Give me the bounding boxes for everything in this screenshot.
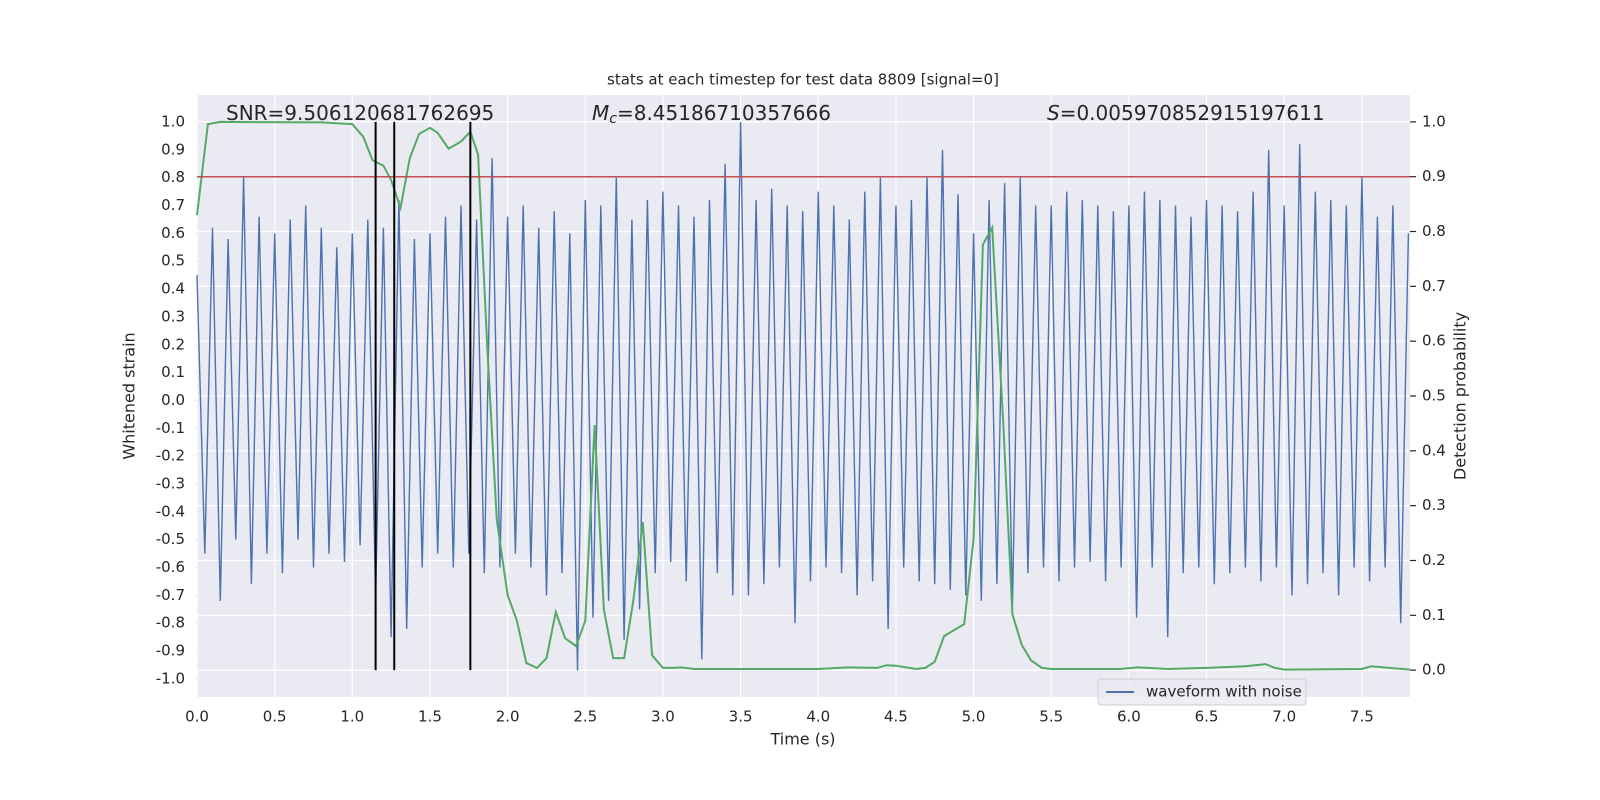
y2-tick-label: 0.4 <box>1422 441 1446 459</box>
y2-tick-label: 1.0 <box>1422 112 1446 130</box>
x-tick-label: 2.5 <box>573 708 597 726</box>
y-tick-label: 0.0 <box>161 391 185 409</box>
y-tick-label: 0.5 <box>161 252 185 270</box>
series-line <box>196 121 1410 671</box>
x-tick-label: 4.5 <box>884 708 908 726</box>
y-tick-label: 0.6 <box>161 224 185 242</box>
x-tick-label: 5.5 <box>1039 708 1063 726</box>
y2-tick-label: 0.5 <box>1422 387 1446 405</box>
x-tick-label: 0.5 <box>263 708 287 726</box>
y2-tick-label: 0.9 <box>1422 167 1446 185</box>
y-tick-label: 0.4 <box>161 280 185 298</box>
grid <box>194 95 1410 697</box>
y2-tick-label: 0.8 <box>1422 222 1446 240</box>
annotation-part: SNR=9.506120681762695 <box>226 101 494 125</box>
legend-box <box>1097 678 1307 706</box>
y-tick-label: -0.9 <box>156 642 185 660</box>
marks <box>196 120 1411 671</box>
annotation-part: =8.45186710357666 <box>617 101 831 125</box>
y2-tick-label: 0.1 <box>1422 606 1446 624</box>
y2-axis-label: Detection probability <box>1451 312 1470 480</box>
y-tick-label: -0.6 <box>156 558 185 576</box>
y-tick-label: 0.3 <box>161 307 185 325</box>
y-tick-label: 1.0 <box>161 113 185 131</box>
y-tick-label: -1.0 <box>156 669 185 687</box>
y-tick-label: 0.8 <box>161 168 185 186</box>
y-tick-label: -0.4 <box>156 502 185 520</box>
series-line <box>196 120 1411 671</box>
y-tick-label: -0.7 <box>156 586 185 604</box>
y-tick-label: -0.2 <box>156 447 185 465</box>
annotation-part: c <box>609 111 617 127</box>
x-axis-label: Time (s) <box>769 730 835 749</box>
y2-tick-label: 0.3 <box>1422 496 1446 514</box>
x-tick-label: 3.5 <box>729 708 753 726</box>
x-tick-label: 2.0 <box>496 708 520 726</box>
y2-tick-label: 0.6 <box>1422 332 1446 350</box>
x-tick-label: 4.0 <box>806 708 830 726</box>
annotation-part: M <box>592 101 609 125</box>
y2-tick-label: 0.7 <box>1422 277 1446 295</box>
annotation: Mc=8.45186710357666 <box>592 101 831 128</box>
y-tick-label: 0.1 <box>161 363 185 381</box>
annotation-part: =0.005970852915197611 <box>1060 101 1325 125</box>
y-tick-label: 0.2 <box>161 335 185 353</box>
x-tick-label: 7.5 <box>1350 708 1374 726</box>
y-tick-label: -0.3 <box>156 474 185 492</box>
annotation: SNR=9.506120681762695 <box>226 101 494 125</box>
x-tick-label: 6.5 <box>1195 708 1219 726</box>
x-tick-label: 6.0 <box>1117 708 1141 726</box>
y-tick-label: -0.5 <box>156 530 185 548</box>
y-tick-label: -0.8 <box>156 614 185 632</box>
x-tick-label: 5.0 <box>962 708 986 726</box>
x-tick-label: 1.0 <box>340 708 364 726</box>
chart-title: stats at each timestep for test data 880… <box>607 71 999 89</box>
annotation: S=0.005970852915197611 <box>1047 101 1325 125</box>
y-tick-label: 0.9 <box>161 140 185 158</box>
y2-tick-label: 0.2 <box>1422 551 1446 569</box>
y-axis-label: Whitened strain <box>120 332 139 459</box>
x-tick-label: 0.0 <box>185 708 209 726</box>
x-tick-label: 3.0 <box>651 708 675 726</box>
legend-label: waveform with noise <box>1146 683 1302 701</box>
y-tick-label: 0.7 <box>161 196 185 214</box>
y2-tick-label: 0.0 <box>1422 661 1446 679</box>
y-tick-label: -0.1 <box>156 419 185 437</box>
x-tick-label: 7.0 <box>1272 708 1296 726</box>
x-tick-label: 1.5 <box>418 708 442 726</box>
annotation-part: S <box>1047 101 1060 125</box>
